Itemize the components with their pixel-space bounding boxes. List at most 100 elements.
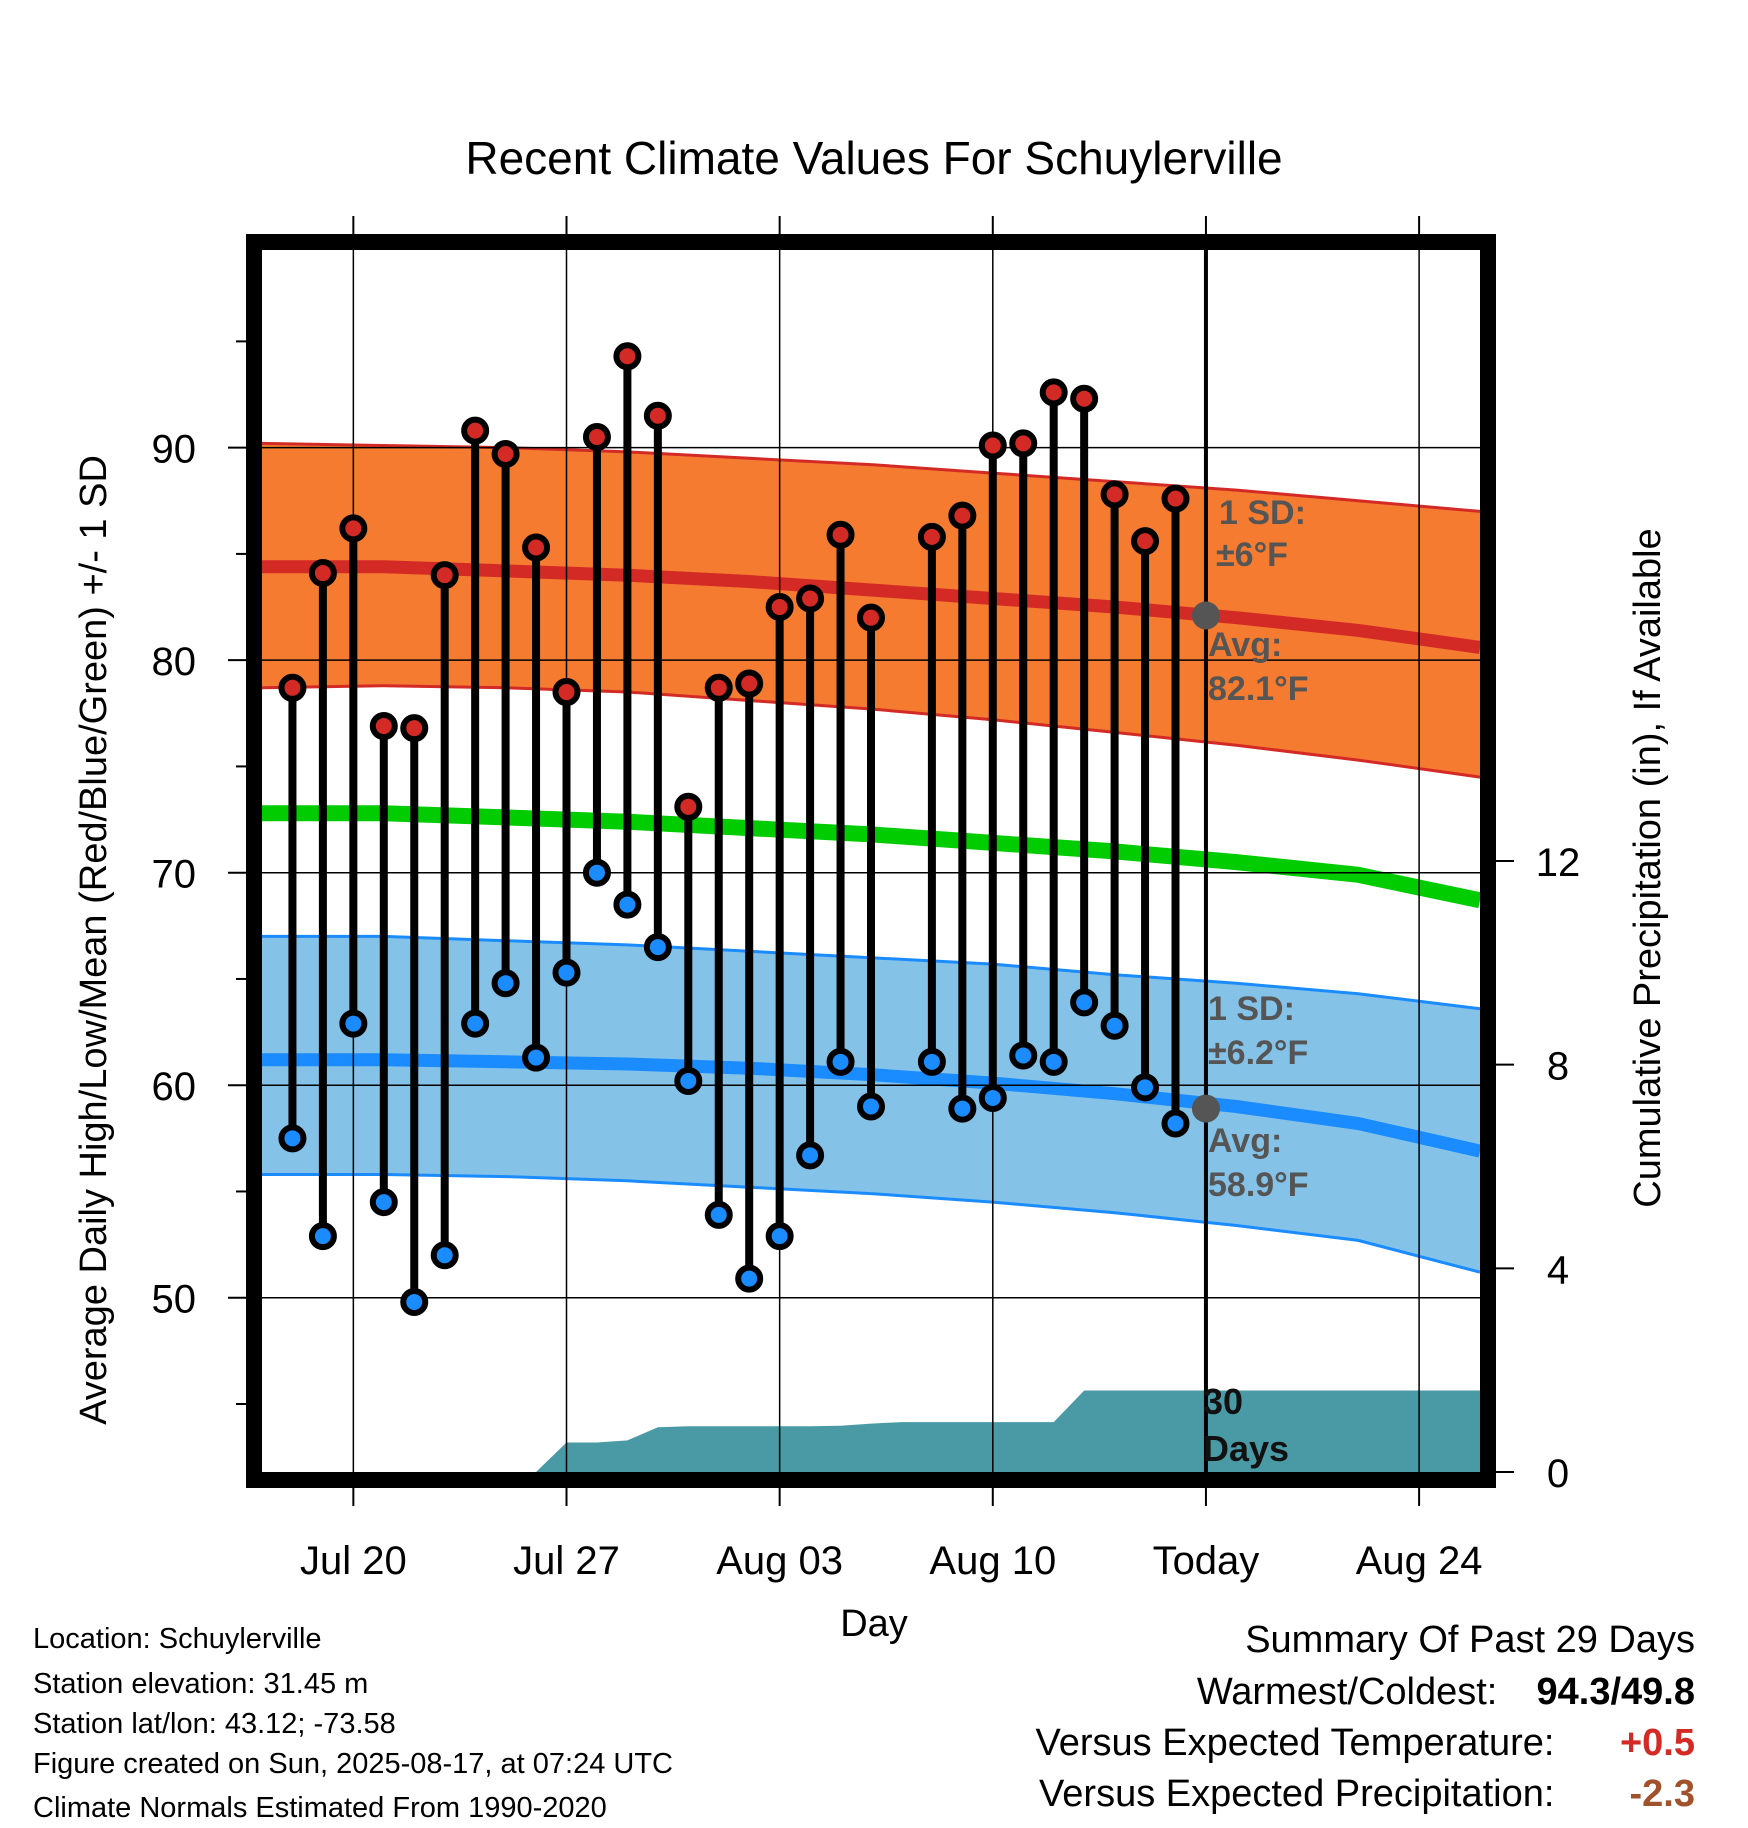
- daily-low-point: [674, 1066, 703, 1095]
- daily-low-point: [796, 1141, 825, 1170]
- temp-value: +0.5: [1619, 1722, 1695, 1764]
- high-avg-value: 82.1°F: [1208, 670, 1309, 708]
- summary-title: Summary Of Past 29 Days: [1245, 1619, 1695, 1661]
- daily-low-point: [582, 858, 611, 887]
- daily-high-point: [826, 520, 855, 549]
- warm-cold-slash: /: [1610, 1671, 1622, 1713]
- daily-high-point: [765, 593, 794, 622]
- x-tick-label: Aug 03: [716, 1539, 843, 1583]
- warmest-value: 94.3: [1536, 1671, 1611, 1713]
- chart-title: Recent Climate Values For Schuylerville: [465, 132, 1282, 184]
- x-tick-label: Aug 24: [1356, 1539, 1483, 1583]
- daily-low-point: [704, 1200, 733, 1229]
- daily-high-point: [1161, 484, 1190, 513]
- low-sd-lower-line: [262, 1173, 1481, 1274]
- x-tick-label: Jul 27: [513, 1539, 620, 1583]
- x-axis-label: Day: [840, 1603, 908, 1645]
- high-avg-label: Avg:: [1208, 626, 1282, 664]
- y-tick-label: 90: [152, 428, 197, 472]
- avg-high-line: [262, 560, 1481, 654]
- high-sd-value: ±6°F: [1216, 536, 1288, 574]
- plot-frame: [246, 234, 1496, 1488]
- low-avg-label: Avg:: [1208, 1122, 1282, 1160]
- daily-high-point: [1070, 384, 1099, 413]
- daily-high-point: [369, 712, 398, 741]
- daily-low-point: [1131, 1073, 1160, 1102]
- daily-high-point: [339, 514, 368, 543]
- daily-high-point: [1131, 527, 1160, 556]
- y2-tick-label: 0: [1547, 1452, 1569, 1496]
- daily-high-point: [278, 673, 307, 702]
- y2-tick-label: 12: [1536, 841, 1581, 885]
- daily-low-point: [552, 958, 581, 987]
- daily-high-point: [857, 603, 885, 632]
- daily-low-point: [308, 1222, 337, 1251]
- daily-low-point: [857, 1092, 885, 1121]
- y-axis-label: Average Daily High/Low/Mean (Red/Blue/Gr…: [73, 455, 115, 1425]
- daily-high-point: [1100, 480, 1129, 509]
- daily-low-point: [1070, 988, 1099, 1017]
- daily-high-point: [948, 501, 977, 530]
- y-tick-label: 70: [152, 853, 197, 897]
- precip-value: -2.3: [1629, 1773, 1695, 1815]
- daily-low-point: [765, 1222, 794, 1251]
- daily-low-point: [1161, 1109, 1190, 1138]
- precip-area: [262, 1390, 1480, 1472]
- today-avg-low-point: [1191, 1094, 1220, 1123]
- temp-label: Versus Expected Temperature:: [1035, 1722, 1555, 1764]
- daily-low-point: [1009, 1041, 1038, 1070]
- high-sd-label: 1 SD:: [1219, 494, 1306, 532]
- daily-high-point: [552, 678, 581, 707]
- daily-high-point: [400, 714, 429, 743]
- axes: 50 60 70 80 90 0 4 8 12 Jul 20 Jul 27 Aug 03 Aug 10 T…: [152, 216, 1581, 1583]
- daily-high-point: [674, 792, 703, 821]
- x-tick-label: Today: [1153, 1539, 1260, 1583]
- low-sd-value: ±6.2°F: [1208, 1034, 1308, 1072]
- daily-high-point: [461, 416, 490, 445]
- daily-high-point: [735, 669, 764, 698]
- daily-high-point: [796, 584, 825, 613]
- footer-location: Location: Schuylerville: [33, 1623, 322, 1655]
- daily-low-point: [1100, 1011, 1129, 1040]
- y-tick-label: 80: [152, 640, 197, 684]
- daily-high-point: [704, 673, 733, 702]
- daily-high-point: [643, 401, 672, 430]
- daily-low-point: [430, 1241, 459, 1270]
- warm-cold-label: Warmest/Coldest:: [1196, 1671, 1498, 1713]
- daily-low-point: [369, 1188, 398, 1217]
- summary-precip: Versus Expected Precipitation: -2.3: [1039, 1773, 1695, 1816]
- daily-high-point: [582, 423, 611, 452]
- summary-temp: Versus Expected Temperature: +0.5: [1036, 1722, 1695, 1765]
- daily-high-point: [522, 533, 551, 562]
- daily-low-point: [948, 1094, 977, 1123]
- daily-low-point: [461, 1009, 490, 1038]
- y2-tick-label: 4: [1547, 1248, 1569, 1292]
- daily-low-point: [522, 1043, 551, 1072]
- y2-axis-label: Cumulative Precipitation (in), If Availa…: [1627, 528, 1669, 1207]
- low-avg-value: 58.9°F: [1208, 1166, 1309, 1204]
- footer-latlon: Station lat/lon: 43.12; -73.58: [33, 1708, 396, 1740]
- low-sd-label: 1 SD:: [1208, 990, 1295, 1028]
- daily-high-point: [613, 342, 642, 371]
- daily-low-point: [400, 1287, 429, 1316]
- daily-high-point: [978, 431, 1007, 460]
- daily-low-point: [978, 1083, 1007, 1112]
- period-label-text: Days: [1203, 1428, 1289, 1469]
- daily-low-point: [278, 1124, 307, 1153]
- footer-normals: Climate Normals Estimated From 1990-2020: [33, 1792, 607, 1824]
- daily-high-point: [430, 561, 459, 590]
- daily-low-point: [491, 969, 520, 998]
- y2-tick-label: 8: [1547, 1045, 1569, 1089]
- daily-low-point: [339, 1009, 368, 1038]
- coldest-value: 49.8: [1621, 1671, 1695, 1713]
- daily-low-point: [1039, 1047, 1068, 1076]
- period-label-number: 30: [1203, 1381, 1243, 1422]
- daily-low-point: [735, 1264, 764, 1293]
- y-tick-label: 50: [152, 1278, 197, 1322]
- footer-created: Figure created on Sun, 2025-08-17, at 07…: [33, 1748, 673, 1780]
- daily-low-point: [826, 1047, 855, 1076]
- daily-high-point: [1009, 429, 1038, 458]
- precip-label: Versus Expected Precipitation:: [1039, 1773, 1555, 1815]
- daily-high-point: [1039, 378, 1068, 407]
